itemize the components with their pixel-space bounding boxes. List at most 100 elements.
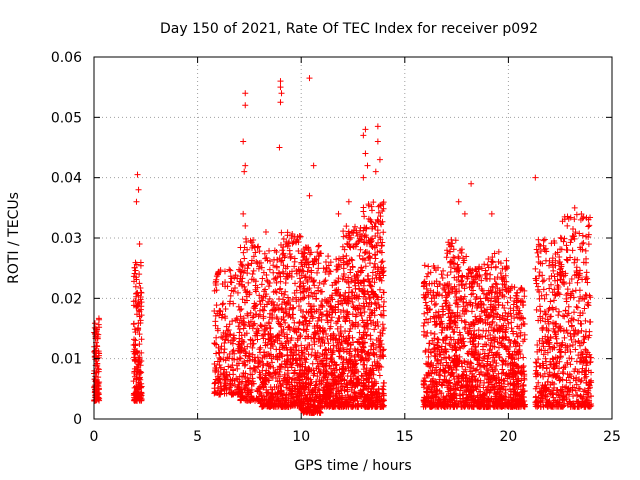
data-point: [240, 321, 247, 328]
data-point: [229, 340, 236, 347]
data-point: [423, 273, 430, 280]
data-point: [326, 312, 333, 319]
data-point: [370, 341, 377, 348]
data-point: [520, 381, 527, 388]
data-point: [268, 395, 275, 402]
data-point: [496, 314, 503, 321]
data-point: [323, 393, 330, 400]
data-point: [320, 281, 327, 288]
data-point: [310, 372, 317, 379]
data-point: [365, 278, 372, 285]
data-point: [315, 306, 322, 313]
data-point: [94, 335, 101, 342]
data-point: [508, 325, 515, 332]
data-point: [323, 330, 330, 337]
data-point: [499, 366, 506, 373]
data-point: [323, 300, 330, 307]
data-point: [315, 242, 322, 249]
data-point: [91, 376, 98, 383]
data-point: [374, 227, 381, 234]
data-point: [303, 374, 310, 381]
data-point: [246, 323, 253, 330]
data-point: [345, 340, 352, 347]
data-point: [376, 372, 383, 379]
data-point: [346, 284, 353, 291]
data-point: [309, 293, 316, 300]
data-point: [232, 272, 239, 279]
data-point: [456, 281, 463, 288]
data-point: [226, 266, 233, 273]
data-point: [515, 309, 522, 316]
data-point: [508, 319, 515, 326]
data-point: [251, 244, 258, 251]
data-point: [449, 259, 456, 266]
data-point: [452, 322, 459, 329]
data-point: [512, 339, 519, 346]
data-point: [449, 370, 456, 377]
data-point: [220, 385, 227, 392]
data-point: [96, 324, 103, 331]
data-point: [337, 396, 344, 403]
data-point: [453, 362, 460, 369]
data-point: [533, 246, 540, 253]
data-point: [239, 296, 246, 303]
data-point: [518, 396, 525, 403]
data-point: [308, 313, 315, 320]
data-point: [308, 306, 315, 313]
data-point: [513, 361, 520, 368]
data-point: [256, 359, 263, 366]
data-point: [305, 386, 312, 393]
data-point: [257, 322, 264, 329]
data-point: [461, 293, 468, 300]
data-point: [571, 309, 578, 316]
data-point: [488, 324, 495, 331]
data-point: [298, 342, 305, 349]
data-point: [241, 244, 248, 251]
grid-lines: [94, 57, 612, 419]
data-point: [484, 335, 491, 342]
data-point: [274, 274, 281, 281]
data-point: [379, 258, 386, 265]
data-point: [246, 353, 253, 360]
data-point: [543, 325, 550, 332]
data-point: [379, 207, 386, 214]
data-point: [219, 335, 226, 342]
data-point: [213, 334, 220, 341]
data-point: [549, 391, 556, 398]
data-point: [133, 311, 140, 318]
data-point: [541, 295, 548, 302]
data-point: [319, 302, 326, 309]
data-point: [485, 367, 492, 374]
data-point: [344, 295, 351, 302]
data-point: [211, 307, 218, 314]
data-point: [275, 320, 282, 327]
data-point: [238, 268, 245, 275]
data-point: [537, 242, 544, 249]
data-point: [532, 275, 539, 282]
data-point: [495, 370, 502, 377]
data-point: [485, 352, 492, 359]
data-point: [487, 361, 494, 368]
data-point: [342, 318, 349, 325]
data-point: [346, 350, 353, 357]
data-point: [511, 381, 518, 388]
data-point: [132, 283, 139, 290]
data-point: [540, 401, 547, 408]
data-point: [368, 288, 375, 295]
data-point: [370, 199, 377, 206]
data-point: [374, 359, 381, 366]
data-point: [278, 290, 285, 297]
data-point: [443, 299, 450, 306]
data-point: [324, 387, 331, 394]
data-point: [285, 323, 292, 330]
data-point: [547, 298, 554, 305]
data-point: [478, 286, 485, 293]
data-point: [264, 278, 271, 285]
data-point: [464, 302, 471, 309]
data-point: [261, 349, 268, 356]
data-point: [339, 276, 346, 283]
data-point: [500, 358, 507, 365]
data-point: [376, 274, 383, 281]
data-point: [315, 284, 322, 291]
data-point: [550, 325, 557, 332]
